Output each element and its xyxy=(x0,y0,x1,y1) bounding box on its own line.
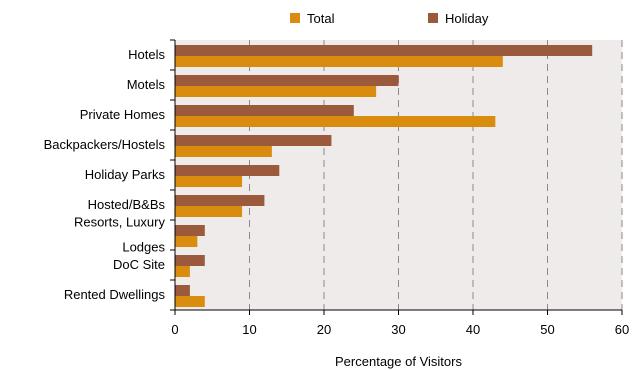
category-label: Private Homes xyxy=(80,107,166,122)
category-label: Resorts, Luxury xyxy=(74,215,166,230)
legend-item-holiday: Holiday xyxy=(428,11,489,26)
bar-holiday xyxy=(175,255,205,266)
x-axis-title: Percentage of Visitors xyxy=(335,354,462,369)
bar-total xyxy=(175,176,243,187)
bars xyxy=(175,45,593,307)
legend: Total Holiday xyxy=(290,11,489,26)
bar-holiday xyxy=(175,285,190,296)
bar-total xyxy=(175,86,377,97)
x-tick-label: 30 xyxy=(391,322,405,337)
legend-item-total: Total xyxy=(290,11,335,26)
bar-total xyxy=(175,116,496,127)
legend-label: Total xyxy=(307,11,335,26)
x-tick-label: 0 xyxy=(171,322,178,337)
category-label: Backpackers/Hostels xyxy=(44,137,166,152)
bar-holiday xyxy=(175,45,593,56)
x-tick-label: 20 xyxy=(317,322,331,337)
bar-total xyxy=(175,296,205,307)
bar-total xyxy=(175,206,243,217)
bar-holiday xyxy=(175,75,399,86)
x-tick-label: 40 xyxy=(466,322,480,337)
x-tick-label: 50 xyxy=(540,322,554,337)
axes xyxy=(170,39,623,315)
bar-holiday xyxy=(175,225,205,236)
bar-total xyxy=(175,266,190,277)
legend-swatch xyxy=(428,13,438,23)
bar-holiday xyxy=(175,165,280,176)
category-label: Rented Dwellings xyxy=(64,287,166,302)
bar-holiday xyxy=(175,135,332,146)
x-tick-label: 10 xyxy=(242,322,256,337)
bar-total xyxy=(175,56,503,67)
category-labels: Hotels Motels Private Homes Backpackers/Hos… xyxy=(44,47,166,302)
x-tick-label: 60 xyxy=(615,322,629,337)
bar-total xyxy=(175,146,272,157)
category-label: Lodges xyxy=(122,240,165,255)
category-label: Holiday Parks xyxy=(85,167,166,182)
bar-holiday xyxy=(175,195,265,206)
x-tick-labels: 0 10 20 30 40 50 60 xyxy=(171,322,629,337)
bar-total xyxy=(175,236,198,247)
bar-holiday xyxy=(175,105,354,116)
category-label: Motels xyxy=(127,77,166,92)
category-label: Hosted/B&Bs xyxy=(88,197,166,212)
category-label: Hotels xyxy=(128,47,165,62)
legend-swatch xyxy=(290,13,300,23)
category-label: DoC Site xyxy=(113,257,165,272)
legend-label: Holiday xyxy=(445,11,489,26)
